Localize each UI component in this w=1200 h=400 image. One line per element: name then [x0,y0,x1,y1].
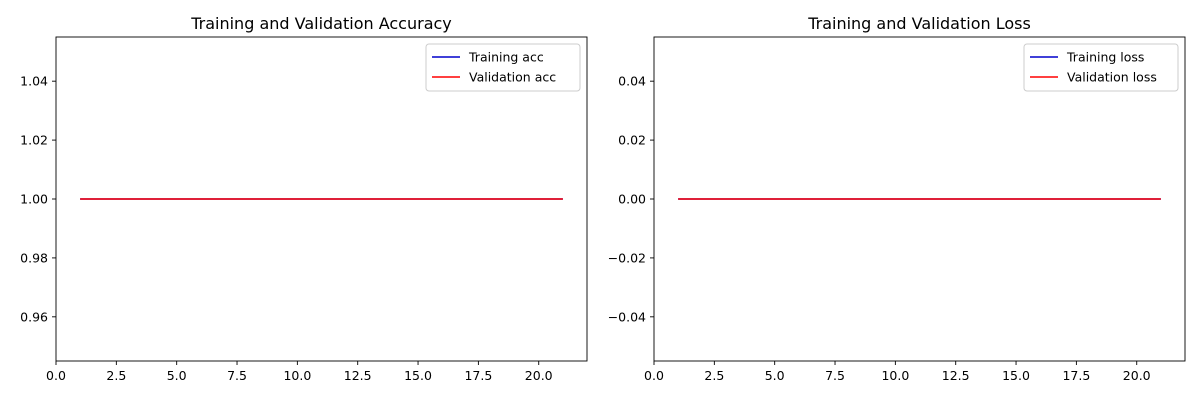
accuracy-y-tick-label-3: 1.02 [20,133,48,148]
accuracy-x-tick-label-7: 17.5 [464,368,492,383]
loss-x-tick-label-3: 7.5 [825,368,845,383]
loss-x-tick-label-6: 15.0 [1002,368,1030,383]
loss-x-tick-label-7: 17.5 [1062,368,1090,383]
loss-legend-box [1023,43,1179,92]
accuracy-legend-label-0: Training acc [468,50,544,65]
accuracy-chart: Training and Validation Accuracy 0.0 2.5 5.… [20,14,588,383]
accuracy-chart-title: Training and Validation Accuracy [190,14,452,33]
accuracy-x-tick-label-8: 20.0 [525,368,553,383]
accuracy-x-tick-label-6: 15.0 [404,368,432,383]
accuracy-legend-box [425,43,581,92]
accuracy-y-tick-label-2: 1.00 [20,192,48,207]
accuracy-x-tick-label-3: 7.5 [227,368,247,383]
accuracy-x-tick-label-0: 0.0 [46,368,66,383]
accuracy-y-tick-label-1: 0.98 [20,250,48,265]
loss-y-tick-label-3: 0.02 [618,133,646,148]
loss-x-tick-label-5: 12.5 [942,368,970,383]
accuracy-x-tick-label-1: 2.5 [106,368,126,383]
loss-x-tick-label-4: 10.0 [881,368,909,383]
accuracy-y-tick-label-4: 1.04 [20,74,48,89]
loss-y-tick-label-1: −0.02 [608,250,646,265]
accuracy-legend-label-1: Validation acc [469,70,556,85]
accuracy-y-tick-label-0: 0.96 [20,309,48,324]
loss-x-tick-label-0: 0.0 [644,368,664,383]
loss-y-tick-label-2: 0.00 [618,192,646,207]
loss-y-tick-label-0: −0.04 [608,309,646,324]
loss-x-tick-label-2: 5.0 [765,368,785,383]
loss-chart-title: Training and Validation Loss [807,14,1031,33]
loss-y-tick-label-4: 0.04 [618,74,646,89]
accuracy-x-tick-label-5: 12.5 [344,368,372,383]
accuracy-x-tick-label-2: 5.0 [167,368,187,383]
loss-x-tick-label-1: 2.5 [704,368,724,383]
loss-x-tick-label-8: 20.0 [1123,368,1151,383]
loss-legend-label-1: Validation loss [1067,70,1157,85]
accuracy-x-tick-label-4: 10.0 [283,368,311,383]
loss-chart: Training and Validation Loss 0.0 2.5 5.0 7.5… [608,14,1186,383]
loss-legend-label-0: Training loss [1066,50,1144,65]
